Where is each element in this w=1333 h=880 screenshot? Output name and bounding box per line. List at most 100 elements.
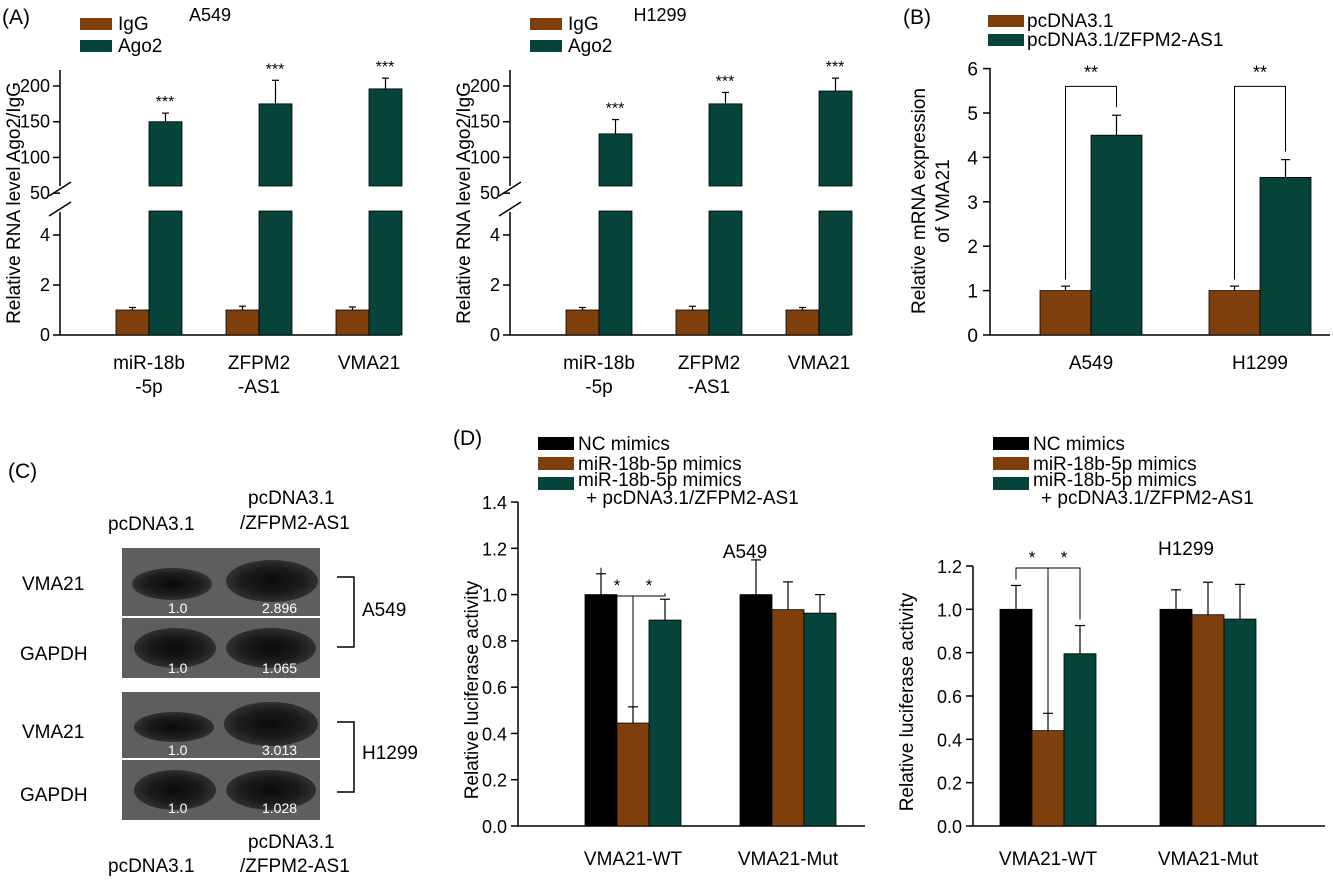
bar-ago2-lower xyxy=(598,210,633,336)
y-tick-label: 2 xyxy=(967,237,978,258)
chart-title: A549 xyxy=(189,5,231,25)
x-tick-label: VMA21-Mut xyxy=(1158,849,1259,870)
wb-row-label: VMA21 xyxy=(22,574,85,595)
band-quant-value: 1.0 xyxy=(168,600,188,616)
legend-swatch xyxy=(993,477,1029,490)
bar-igg xyxy=(335,309,370,336)
y-tick-label: 4 xyxy=(40,225,50,245)
bar-nc-mimics xyxy=(739,594,773,827)
significance-marker: * xyxy=(1061,548,1068,567)
y-tick-label: 200 xyxy=(20,76,50,96)
significance-marker: * xyxy=(1029,548,1036,567)
wb-col1-top-label: pcDNA3.1 xyxy=(108,514,195,535)
axis-break-mark xyxy=(48,181,72,197)
significance-bracket xyxy=(1047,567,1081,723)
y-tick-label: 50 xyxy=(480,183,500,203)
significance-bracket xyxy=(1234,85,1286,280)
y-tick-label: 1.0 xyxy=(937,600,962,620)
y-tick-label: 0 xyxy=(40,325,50,345)
significance-marker: ** xyxy=(1084,62,1098,82)
legend-label: miR-18b-5p mimics xyxy=(1033,454,1197,475)
axis-break-mark xyxy=(48,201,72,217)
y-tick-label: 1.2 xyxy=(937,557,962,577)
bar-igg xyxy=(675,309,710,336)
bar-igg xyxy=(565,309,600,336)
y-tick-label: 0.8 xyxy=(482,632,507,652)
bar-mir-mimics xyxy=(1191,614,1225,827)
y-tick-label: 0.2 xyxy=(937,774,962,794)
legend-swatch xyxy=(530,40,562,52)
blot-band xyxy=(226,560,318,602)
wb-col2-bottom-label-line2: /ZFPM2-AS1 xyxy=(240,856,350,877)
chart-title: H1299 xyxy=(1158,539,1214,560)
bar-mir-mimics-zfpm2 xyxy=(1223,618,1257,827)
wb-cell-label-h1299: H1299 xyxy=(362,743,418,764)
y-tick-label: 50 xyxy=(30,183,50,203)
y-tick-label: 3 xyxy=(967,193,978,214)
y-tick-label: 0.2 xyxy=(482,771,507,791)
bar-mir-mimics-zfpm2 xyxy=(648,619,682,827)
bar-nc-mimics xyxy=(1159,608,1193,827)
legend-label: Ago2 xyxy=(568,36,612,57)
y-tick-label: 0.4 xyxy=(937,730,962,750)
legend-swatch xyxy=(538,477,574,490)
y-axis-label: Relative RNA level Ago2/IgG xyxy=(4,82,25,324)
y-tick-label: 0.4 xyxy=(482,724,507,744)
band-quant-value: 1.0 xyxy=(168,742,188,758)
bar-ago2-lower xyxy=(368,210,403,336)
x-tick-label: -AS1 xyxy=(238,377,280,398)
bar-ago2-upper xyxy=(258,103,293,187)
wb-row-label: GAPDH xyxy=(20,644,88,665)
wb-row-label: GAPDH xyxy=(20,785,88,806)
bar-ago2-upper xyxy=(148,121,183,187)
bar-ago2-lower xyxy=(148,210,183,336)
wb-col1-bottom-label: pcDNA3.1 xyxy=(108,856,195,877)
legend-swatch xyxy=(988,15,1024,27)
significance-marker: *** xyxy=(606,101,625,118)
bar-pcdna xyxy=(1039,290,1092,336)
y-tick-label: 1 xyxy=(967,282,978,303)
y-tick-label: 0.6 xyxy=(482,678,507,698)
bar-nc-mimics xyxy=(584,594,618,827)
x-tick-label: ZFPM2 xyxy=(228,353,290,374)
bar-ago2-lower xyxy=(258,210,293,336)
legend-label: miR-18b-5p mimics xyxy=(578,454,742,475)
legend-label: IgG xyxy=(568,14,599,35)
y-axis-label: Relative RNA level Ago2/IgG xyxy=(454,82,475,324)
legend-label: NC mimics xyxy=(1033,434,1125,455)
legend-label: IgG xyxy=(118,14,149,35)
bar-ago2-lower xyxy=(708,210,743,336)
x-tick-label: VMA21-WT xyxy=(999,849,1098,870)
significance-marker: *** xyxy=(826,59,845,76)
y-tick-label: 2 xyxy=(490,275,500,295)
blot-band xyxy=(134,770,216,810)
legend-swatch xyxy=(538,437,574,450)
legend-swatch xyxy=(993,457,1029,470)
legend-label: Ago2 xyxy=(118,36,162,57)
legend-label: pcDNA3.1/ZFPM2-AS1 xyxy=(1027,30,1223,51)
y-axis-label: Relative luciferase activity xyxy=(462,580,483,799)
wb-cell-label-a549: A549 xyxy=(362,600,407,621)
x-tick-label: H1299 xyxy=(1232,353,1288,374)
y-tick-label: 6 xyxy=(967,60,978,81)
y-tick-label: 200 xyxy=(470,76,500,96)
panel-label-a: (A) xyxy=(2,6,30,29)
y-tick-label: 150 xyxy=(20,112,50,132)
blot-image-a549: 1.0 2.896 1.0 1.065 xyxy=(122,548,320,678)
x-tick-label: miR-18b xyxy=(563,353,635,374)
y-tick-label: 4 xyxy=(490,225,500,245)
bar-ago2-upper xyxy=(368,88,403,187)
y-tick-label: 150 xyxy=(470,112,500,132)
x-tick-label: A549 xyxy=(1069,353,1113,374)
wb-col2-top-label-line2: /ZFPM2-AS1 xyxy=(240,513,350,534)
legend-swatch xyxy=(988,34,1024,46)
bar-mir-mimics-zfpm2 xyxy=(803,612,837,827)
blot-divider xyxy=(122,758,320,760)
blot-band xyxy=(134,628,216,668)
bar-igg xyxy=(785,309,820,336)
legend-label: NC mimics xyxy=(578,434,670,455)
y-tick-label: 1.2 xyxy=(482,539,507,559)
blot-divider xyxy=(122,616,320,618)
band-quant-value: 1.0 xyxy=(168,660,188,676)
y-tick-label: 0.6 xyxy=(937,687,962,707)
